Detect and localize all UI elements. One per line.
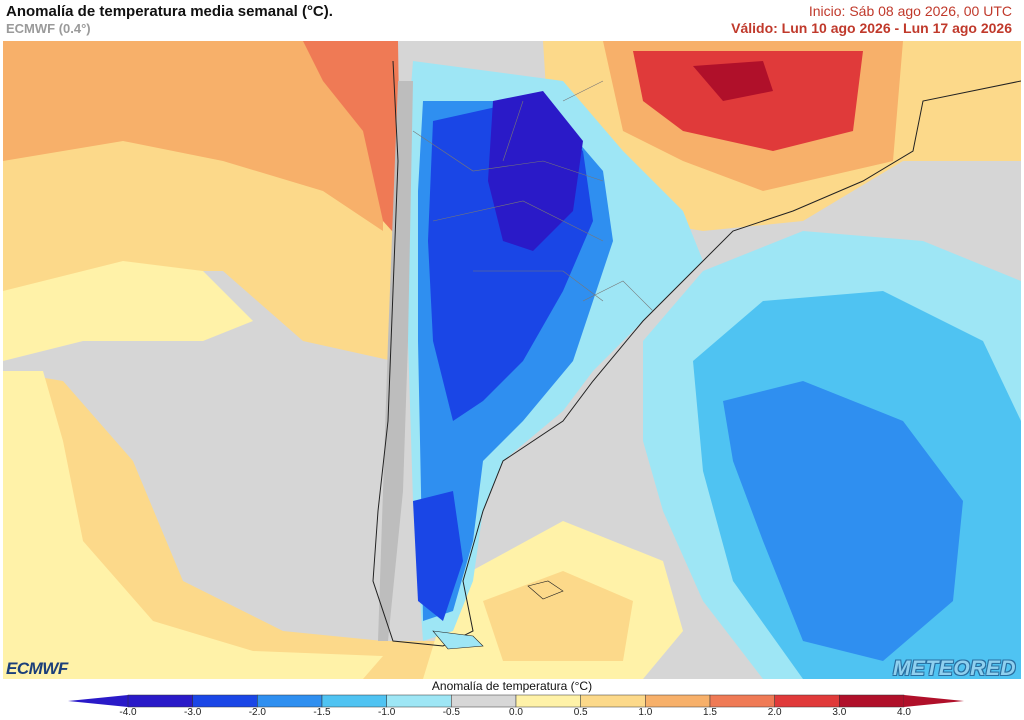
warm-area-brazil-darkred: [693, 61, 773, 101]
colorbar-segment: [127, 694, 193, 708]
colorbar-tick-label: -3.0: [184, 707, 202, 718]
warm-area-pacific-coast-red: [303, 41, 401, 241]
temperature-anomaly-map: [3, 41, 1021, 679]
colorbar-segment: [257, 694, 323, 708]
cold-area-argentina-darkest: [488, 91, 583, 251]
colorbar-segment: [386, 694, 452, 708]
tierra-del-fuego: [432, 630, 484, 650]
colorbar-segment: [839, 694, 905, 708]
colorbar-tick-label: 1.0: [638, 707, 653, 718]
colorbar-arrow-low: [68, 695, 128, 707]
colorbar-tick-label: -2.0: [248, 707, 266, 718]
south-america-coastline: [372, 60, 1021, 647]
colorbar-tick-label: 2.0: [767, 707, 782, 718]
colorbar-arrow-high: [904, 695, 964, 707]
cold-area-atlantic-strong: [723, 381, 963, 661]
colorbar-tick-label: 0.0: [509, 707, 523, 718]
colorbar-tick-label: -1.0: [378, 707, 396, 718]
colorbar-tick-label: 1.5: [703, 707, 717, 718]
colorbar-tick-label: 3.0: [832, 707, 847, 718]
warm-area-atlantic-south-mid: [483, 571, 633, 661]
colorbar-segment: [580, 694, 646, 708]
ecmwf-logo: ECMWF: [6, 659, 68, 678]
init-time: Inicio: Sáb 08 ago 2026, 00 UTC: [808, 3, 1012, 19]
valid-period: Válido: Lun 10 ago 2026 - Lun 17 ago 202…: [731, 20, 1012, 36]
colorbar-segment: [321, 694, 387, 708]
colorbar-segment: [451, 694, 517, 708]
legend-title: Anomalía de temperatura (°C): [431, 679, 593, 693]
warm-area-pacific-south-light: [3, 371, 383, 679]
colorbar-segment: [709, 694, 775, 708]
colorbar-segment: [774, 694, 840, 708]
meteored-logo: METEORED: [892, 657, 1016, 680]
falkland-islands: [527, 580, 564, 600]
andes-neutral-strip: [378, 81, 413, 641]
map-title: Anomalía de temperatura media semanal (°…: [6, 3, 333, 20]
warm-area-pacific-north-orange: [3, 41, 383, 231]
warm-area-pacific-light-west: [3, 261, 253, 361]
colorbar-segment: [645, 694, 711, 708]
colorbar-tick-label: 0.5: [573, 707, 588, 718]
model-label: ECMWF (0.4°): [6, 21, 91, 36]
colorbar-segment: [192, 694, 258, 708]
colorbar-tick-label: -0.5: [442, 707, 460, 718]
country-borders: [412, 80, 654, 312]
warm-area-brazil-red: [633, 51, 863, 151]
colorbar-tick-label: -4.0: [119, 707, 137, 718]
colorbar-segment: [515, 694, 581, 708]
colorbar-tick-label: -1.5: [313, 707, 331, 718]
legend-colorbar: [68, 694, 964, 708]
cold-area-patagonia-deep: [413, 491, 463, 621]
colorbar-tick-label: 4.0: [897, 707, 911, 718]
